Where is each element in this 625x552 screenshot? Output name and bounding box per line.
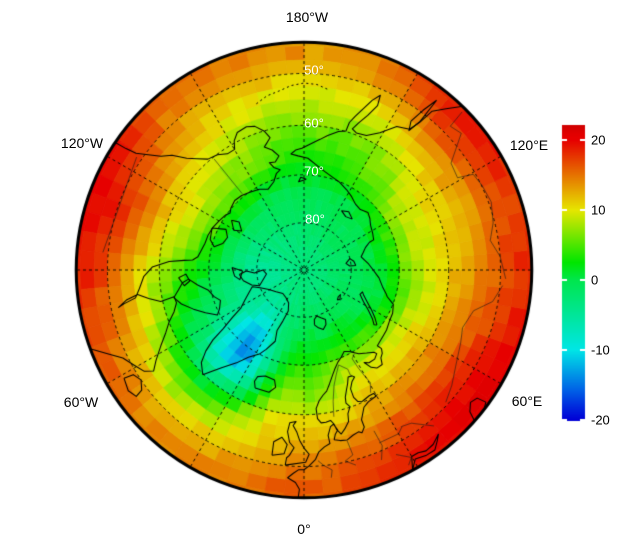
meridian-label-120w: 120°W [60,135,104,151]
colorbar-tick-20: 20 [591,132,606,148]
colorbar-tick-0: 0 [591,272,599,288]
meridian-label-60e: 60°E [511,393,543,409]
latitude-label-70: 70° [304,163,324,179]
colorbar-tick-10: 10 [591,202,606,218]
meridian-label-60w: 60°W [63,394,99,410]
meridian-label-120e: 120°E [509,137,549,153]
colorbar-tick-m20: -20 [591,412,610,428]
latitude-label-50: 50° [304,62,324,78]
latitude-label-80: 80° [305,211,325,227]
meridian-label-180w: 180°W [285,9,329,25]
latitude-label-60: 60° [304,115,324,131]
colorbar-tick-m10: -10 [591,342,610,358]
meridian-label-0: 0° [297,521,311,537]
